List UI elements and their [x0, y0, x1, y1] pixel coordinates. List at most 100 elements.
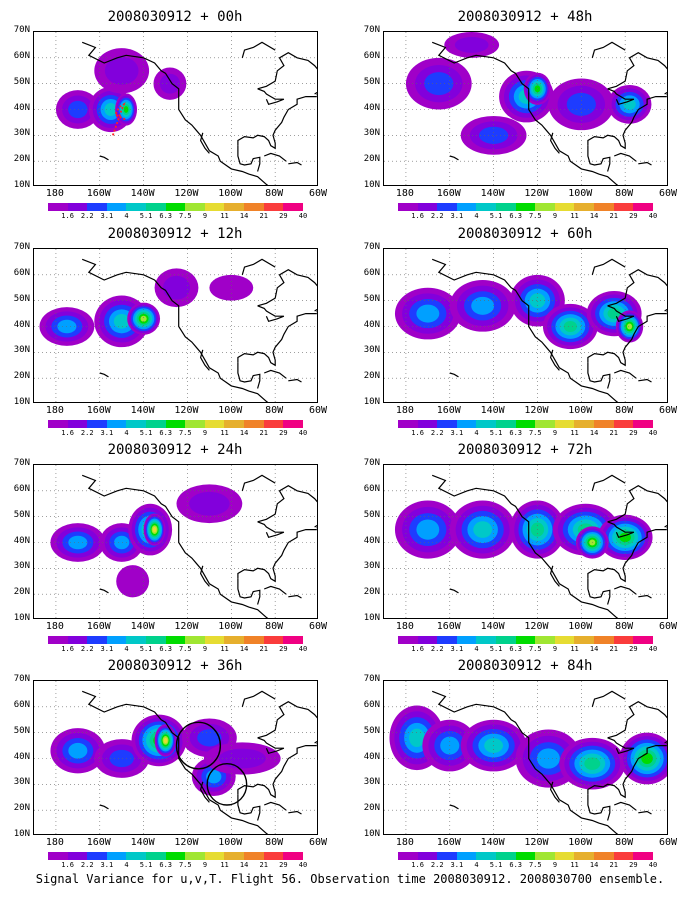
coastline: [99, 588, 109, 594]
colorbar-label: 21: [609, 645, 618, 653]
colorbar-label: 2.2: [80, 645, 94, 653]
colorbar-label: 6.3: [159, 212, 173, 220]
map-frame: [33, 680, 318, 835]
colorbar-swatch: [515, 420, 536, 428]
coastline: [449, 155, 459, 161]
lat-tick-label: 40N: [363, 535, 380, 546]
coastline: [199, 565, 210, 587]
colorbar-swatch: [146, 636, 166, 644]
coastline: [664, 740, 667, 745]
colorbar-label: 29: [629, 429, 638, 437]
lon-tick-label: 160W: [86, 621, 111, 632]
lon-tick-label: 120W: [524, 621, 549, 632]
highlight-circle: [206, 762, 248, 806]
lat-tick-label: 60N: [13, 483, 30, 494]
lon-tick-label: 100W: [568, 405, 593, 416]
colorbar-label: 1.6: [61, 212, 74, 220]
lat-tick-label: 10N: [13, 613, 30, 623]
coastline: [241, 690, 276, 707]
lat-tick-label: 50N: [13, 725, 30, 736]
colorbar-swatch: [87, 203, 107, 211]
coastline: [99, 804, 109, 810]
colorbar-label: 4: [124, 212, 129, 220]
lat-tick-label: 50N: [363, 509, 380, 520]
colorbar-label: 40: [298, 645, 308, 653]
coastline: [587, 578, 611, 605]
coastline: [288, 594, 302, 599]
lon-tick-label: 140W: [130, 837, 155, 848]
lon-tick-label: 180: [45, 621, 64, 632]
lat-tick-label: 20N: [13, 587, 30, 598]
colorbar-swatch: [594, 203, 614, 211]
colorbar-swatch: [496, 636, 516, 644]
colorbar-swatch: [106, 852, 127, 860]
colorbar-label: 5.1: [489, 212, 503, 220]
colorbar-label: 1.6: [61, 645, 74, 653]
colorbar-swatch: [106, 420, 127, 428]
colorbar-label: 29: [629, 861, 638, 869]
colorbar-swatch: [574, 636, 595, 644]
lat-tick-label: 50N: [13, 76, 30, 87]
variance-contour: [529, 293, 546, 309]
lat-tick-label: 40N: [13, 319, 30, 330]
variance-contour: [68, 535, 88, 550]
coastline: [237, 145, 261, 172]
lat-tick-label: 10N: [363, 180, 380, 190]
colorbar-swatch: [594, 636, 614, 644]
coastline: [607, 305, 635, 323]
colorbar-swatch: [283, 852, 303, 860]
colorbar-swatch: [437, 203, 457, 211]
colorbar-label: 3.1: [450, 645, 464, 653]
lon-tick-label: 120W: [524, 188, 549, 199]
colorbar-label: 1.6: [61, 861, 74, 869]
colorbar-label: 40: [298, 861, 308, 869]
colorbar-label: 14: [239, 645, 249, 653]
lat-tick-label: 40N: [363, 102, 380, 113]
colorbar-swatch: [185, 636, 205, 644]
lon-tick-label: 180: [395, 837, 414, 848]
variance-map: [34, 681, 317, 834]
colorbar-swatch: [244, 636, 264, 644]
colorbar-label: 2.2: [80, 212, 94, 220]
colorbar-swatch: [456, 852, 477, 860]
panel-title: 2008030912 + 84h: [457, 658, 593, 674]
colorbar-label: 4: [474, 212, 479, 220]
colorbar-swatch: [48, 420, 68, 428]
coastline: [449, 372, 459, 378]
colorbar-label: 14: [239, 212, 249, 220]
coastline: [241, 474, 276, 491]
colorbar-label: 6.3: [509, 429, 523, 437]
lon-tick-label: 180: [45, 405, 64, 416]
lat-tick-label: 20N: [363, 587, 380, 598]
colorbar-swatch: [67, 420, 88, 428]
colorbar-label: 7.5: [528, 645, 542, 653]
map-frame: [33, 248, 318, 403]
colorbar: [398, 203, 653, 211]
colorbar-swatch: [515, 636, 536, 644]
colorbar-label: 3.1: [450, 861, 464, 869]
colorbar-label: 7.5: [178, 429, 192, 437]
colorbar-label: 7.5: [528, 212, 542, 220]
colorbar-label: 2.2: [430, 429, 444, 437]
colorbar-swatch: [417, 852, 438, 860]
lat-tick-label: 40N: [13, 102, 30, 113]
colorbar-swatch: [554, 852, 575, 860]
colorbar-label: 4: [124, 861, 129, 869]
lon-tick-label: 180: [45, 188, 64, 199]
colorbar-label: 40: [648, 429, 658, 437]
colorbar-label: 9: [552, 212, 558, 220]
coastline: [199, 132, 210, 154]
lon-tick-label: 80W: [265, 621, 284, 632]
lat-tick-label: 10N: [13, 829, 30, 839]
colorbar-swatch: [496, 203, 516, 211]
colorbar-label: 5.1: [139, 212, 153, 220]
highlight-circle: [175, 721, 222, 770]
lon-tick-label: 180: [45, 837, 64, 848]
colorbar-label: 9: [202, 429, 208, 437]
colorbar-swatch: [283, 636, 303, 644]
lat-tick-label: 30N: [13, 561, 30, 572]
variance-contour: [424, 72, 454, 96]
coastline: [549, 781, 560, 803]
coastline: [237, 794, 261, 821]
colorbar-label: 11: [220, 861, 229, 869]
